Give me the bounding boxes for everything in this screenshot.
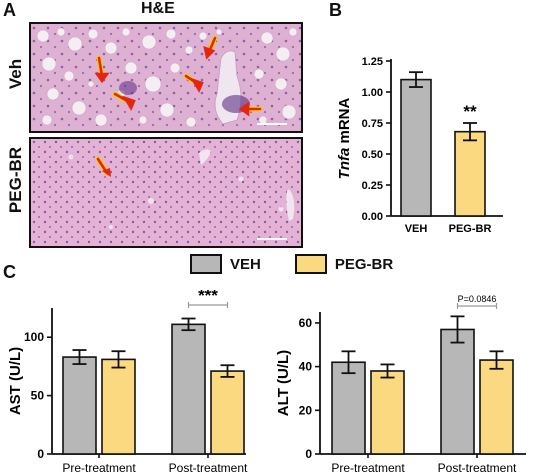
category-label-b-0: VEH	[405, 223, 428, 235]
legend-item-peg-br: PEG-BR	[294, 254, 394, 274]
alt-tick-label-0: 0	[305, 447, 312, 461]
alt-y-axis-label: ALT (U/L)	[275, 350, 292, 416]
chart-ast: 0 50 100 Pre-treatment Post-treatment *** AST …	[7, 290, 248, 475]
y-axis-label-b: Tnfa mRNA	[336, 98, 353, 180]
alt-tick-label-3: 60	[299, 316, 313, 330]
row-label-peg-br: PEG-BR	[6, 146, 25, 214]
ast-tick-label-1: 50	[31, 389, 45, 403]
tick-label-b-5: 1.25	[362, 56, 383, 68]
tick-label-b-4: 1.00	[362, 87, 383, 99]
alt-bar-1-0	[440, 328, 475, 455]
legend-swatch-veh	[190, 254, 222, 274]
histology-veh-drawing	[31, 24, 301, 131]
ast-bar-1-1	[210, 370, 245, 455]
ast-bar-0-1	[101, 358, 136, 455]
ast-group-label-1: Post-treatment	[169, 461, 248, 475]
ast-significance: ***	[198, 290, 218, 305]
panel-letter-c: C	[3, 262, 16, 282]
alt-group-label-0: Pre-treatment	[331, 461, 405, 475]
row-label-veh: Veh	[6, 58, 25, 90]
legend-label-peg-br: PEG-BR	[334, 255, 394, 273]
ast-tick-label-0: 0	[37, 447, 44, 461]
significance-b: **	[463, 102, 477, 121]
tick-label-b-3: 0.75	[362, 118, 383, 130]
bar-b-peg-br	[454, 130, 486, 217]
chart-tnfa-mrna: 0.00 0.25 0.50 0.75 1.00 1.25 VEH PEG-BR ** Tnfa …	[336, 56, 503, 235]
alt-bar-1-1	[479, 359, 514, 455]
panel-letter-b: B	[329, 0, 342, 20]
tick-label-b-0: 0.00	[362, 211, 383, 223]
alt-bar-0-1	[370, 370, 405, 455]
scale-bar-veh	[257, 123, 287, 125]
tick-label-b-1: 0.25	[362, 180, 383, 192]
histology-image-veh	[29, 22, 303, 133]
alt-tick-label-1: 20	[299, 403, 313, 417]
legend-swatch-peg-br	[294, 254, 327, 274]
bar-b-veh	[400, 78, 432, 217]
scale-bar-peg-br	[257, 238, 287, 240]
histology-image-peg-br	[29, 137, 303, 248]
he-title: H&E	[141, 0, 175, 17]
ast-bar-1-0	[171, 323, 206, 455]
ast-tick-label-2: 100	[24, 330, 44, 344]
alt-group-label-1: Post-treatment	[438, 461, 517, 475]
legend-item-veh: VEH	[190, 254, 261, 274]
panel-letter-a: A	[3, 0, 16, 20]
alt-tick-label-2: 40	[299, 360, 313, 374]
ast-y-axis-label: AST (U/L)	[7, 347, 24, 415]
legend-label-veh: VEH	[230, 255, 261, 273]
category-label-b-1: PEG-BR	[449, 223, 492, 235]
histology-peg-br-drawing	[31, 139, 301, 246]
alt-significance: P=0.0846	[458, 294, 497, 304]
ast-group-label-0: Pre-treatment	[62, 461, 136, 475]
legend: VEH PEG-BR	[190, 254, 393, 274]
chart-alt: 0 20 40 60 Pre-treatment Post-treatment P=0.08…	[275, 294, 526, 475]
alt-bar-0-0	[331, 361, 366, 455]
ast-bar-0-0	[62, 356, 97, 455]
tick-label-b-2: 0.50	[362, 149, 383, 161]
